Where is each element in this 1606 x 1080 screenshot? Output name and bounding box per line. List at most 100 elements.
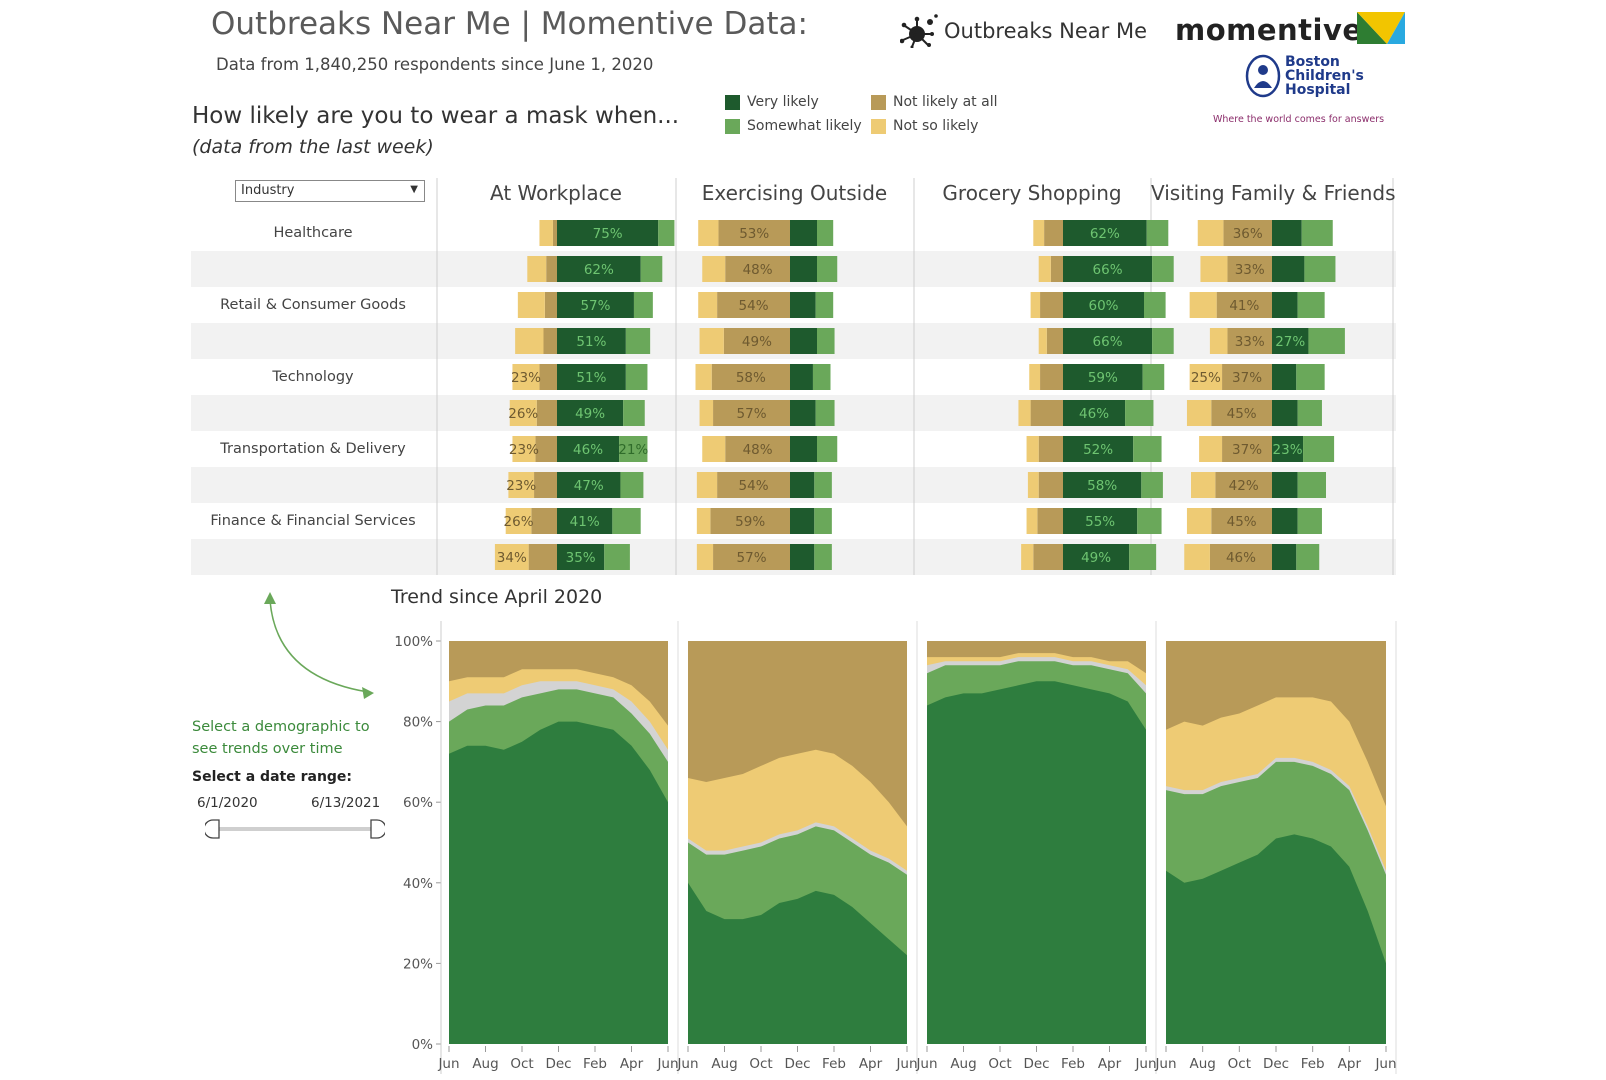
legend-not-so-likely[interactable]: Not so likely bbox=[871, 118, 978, 134]
bar-somewhat-likely[interactable] bbox=[817, 436, 838, 462]
bar-somewhat-likely[interactable] bbox=[814, 544, 832, 570]
bar-not-so-likely[interactable] bbox=[512, 364, 540, 390]
bar-not-likely-at-all[interactable] bbox=[539, 364, 557, 390]
row-label[interactable]: Transportation & Delivery bbox=[220, 441, 406, 457]
bar-not-so-likely[interactable] bbox=[512, 436, 536, 462]
bar-somewhat-likely[interactable] bbox=[1296, 544, 1320, 570]
bar-very-likely[interactable] bbox=[1063, 544, 1130, 570]
bar-very-likely[interactable] bbox=[557, 292, 634, 318]
area-very-likely[interactable] bbox=[1166, 834, 1386, 1044]
bar-very-likely[interactable] bbox=[1063, 292, 1144, 318]
bar-somewhat-likely[interactable] bbox=[1152, 328, 1174, 354]
bar-not-so-likely[interactable] bbox=[1191, 472, 1216, 498]
bar-not-so-likely[interactable] bbox=[1018, 400, 1031, 426]
bar-somewhat-likely[interactable] bbox=[620, 472, 644, 498]
bar-not-so-likely[interactable] bbox=[1200, 256, 1228, 282]
bar-very-likely[interactable] bbox=[557, 328, 626, 354]
bar-not-likely-at-all[interactable] bbox=[1038, 436, 1063, 462]
bar-not-likely-at-all[interactable] bbox=[725, 256, 790, 282]
bar-very-likely[interactable] bbox=[790, 256, 817, 282]
bar-very-likely[interactable] bbox=[557, 544, 605, 570]
bar-not-likely-at-all[interactable] bbox=[725, 436, 790, 462]
bar-very-likely[interactable] bbox=[1272, 328, 1309, 354]
bar-somewhat-likely[interactable] bbox=[625, 328, 651, 354]
bar-somewhat-likely[interactable] bbox=[640, 256, 663, 282]
bar-not-likely-at-all[interactable] bbox=[1222, 436, 1272, 462]
area-very-likely[interactable] bbox=[688, 882, 907, 1044]
bar-very-likely[interactable] bbox=[790, 436, 817, 462]
bar-not-so-likely[interactable] bbox=[702, 436, 726, 462]
legend-very-likely[interactable]: Very likely bbox=[725, 94, 819, 110]
bar-very-likely[interactable] bbox=[790, 508, 815, 534]
bar-somewhat-likely[interactable] bbox=[817, 220, 834, 246]
row-label[interactable]: Healthcare bbox=[273, 225, 353, 241]
bar-not-likely-at-all[interactable] bbox=[717, 472, 790, 498]
bar-somewhat-likely[interactable] bbox=[814, 472, 832, 498]
bar-somewhat-likely[interactable] bbox=[604, 544, 630, 570]
bar-very-likely[interactable] bbox=[790, 292, 816, 318]
bar-not-so-likely[interactable] bbox=[699, 400, 714, 426]
bar-not-so-likely[interactable] bbox=[1038, 328, 1047, 354]
bar-not-so-likely[interactable] bbox=[1186, 508, 1212, 534]
bar-somewhat-likely[interactable] bbox=[612, 508, 641, 534]
bar-not-so-likely[interactable] bbox=[702, 256, 726, 282]
bar-very-likely[interactable] bbox=[790, 220, 817, 246]
bar-somewhat-likely[interactable] bbox=[1146, 220, 1169, 246]
bar-somewhat-likely[interactable] bbox=[1142, 364, 1165, 390]
bar-somewhat-likely[interactable] bbox=[1144, 292, 1166, 318]
bar-not-so-likely[interactable] bbox=[698, 292, 718, 318]
bar-very-likely[interactable] bbox=[557, 508, 613, 534]
bar-not-likely-at-all[interactable] bbox=[534, 472, 557, 498]
bar-very-likely[interactable] bbox=[1272, 472, 1298, 498]
row-label[interactable]: Technology bbox=[272, 369, 354, 385]
bar-not-so-likely[interactable] bbox=[696, 508, 711, 534]
bar-not-likely-at-all[interactable] bbox=[531, 508, 557, 534]
bar-somewhat-likely[interactable] bbox=[1137, 508, 1162, 534]
bar-not-so-likely[interactable] bbox=[1189, 364, 1223, 390]
bar-not-so-likely[interactable] bbox=[527, 256, 547, 282]
bar-not-likely-at-all[interactable] bbox=[1040, 364, 1063, 390]
bar-somewhat-likely[interactable] bbox=[814, 508, 832, 534]
bar-very-likely[interactable] bbox=[790, 364, 813, 390]
bar-not-so-likely[interactable] bbox=[1209, 328, 1228, 354]
bar-not-likely-at-all[interactable] bbox=[1209, 544, 1272, 570]
bar-not-so-likely[interactable] bbox=[1038, 256, 1051, 282]
bar-not-likely-at-all[interactable] bbox=[1040, 292, 1063, 318]
bar-very-likely[interactable] bbox=[1272, 292, 1298, 318]
bar-not-likely-at-all[interactable] bbox=[1227, 328, 1272, 354]
bar-very-likely[interactable] bbox=[557, 436, 620, 462]
bar-very-likely[interactable] bbox=[1063, 400, 1126, 426]
bar-not-so-likely[interactable] bbox=[1027, 472, 1039, 498]
row-label[interactable]: Finance & Financial Services bbox=[210, 513, 416, 529]
bar-not-so-likely[interactable] bbox=[1029, 364, 1041, 390]
bar-not-so-likely[interactable] bbox=[699, 328, 724, 354]
bar-not-so-likely[interactable] bbox=[1026, 436, 1039, 462]
bar-not-so-likely[interactable] bbox=[698, 220, 719, 246]
bar-very-likely[interactable] bbox=[1272, 400, 1298, 426]
bar-somewhat-likely[interactable] bbox=[1297, 508, 1322, 534]
bar-very-likely[interactable] bbox=[1272, 256, 1305, 282]
bar-somewhat-likely[interactable] bbox=[1141, 472, 1163, 498]
bar-somewhat-likely[interactable] bbox=[1304, 256, 1336, 282]
bar-somewhat-likely[interactable] bbox=[1303, 436, 1335, 462]
bar-very-likely[interactable] bbox=[1063, 508, 1138, 534]
bar-not-likely-at-all[interactable] bbox=[717, 292, 790, 318]
bar-not-so-likely[interactable] bbox=[1184, 544, 1210, 570]
bar-not-likely-at-all[interactable] bbox=[723, 328, 790, 354]
bar-not-likely-at-all[interactable] bbox=[1033, 544, 1063, 570]
bar-not-so-likely[interactable] bbox=[1026, 508, 1038, 534]
bar-very-likely[interactable] bbox=[1272, 508, 1298, 534]
bar-somewhat-likely[interactable] bbox=[817, 256, 838, 282]
bar-somewhat-likely[interactable] bbox=[1296, 364, 1325, 390]
bar-not-likely-at-all[interactable] bbox=[1223, 220, 1272, 246]
bar-not-likely-at-all[interactable] bbox=[543, 328, 558, 354]
bar-somewhat-likely[interactable] bbox=[1152, 256, 1174, 282]
bar-not-likely-at-all[interactable] bbox=[552, 220, 557, 246]
bar-somewhat-likely[interactable] bbox=[1125, 400, 1154, 426]
row-label[interactable]: Retail & Consumer Goods bbox=[220, 297, 406, 313]
bar-not-likely-at-all[interactable] bbox=[536, 400, 557, 426]
bar-not-likely-at-all[interactable] bbox=[535, 436, 557, 462]
bar-not-so-likely[interactable] bbox=[696, 544, 714, 570]
bar-very-likely[interactable] bbox=[790, 328, 817, 354]
bar-not-likely-at-all[interactable] bbox=[528, 544, 557, 570]
